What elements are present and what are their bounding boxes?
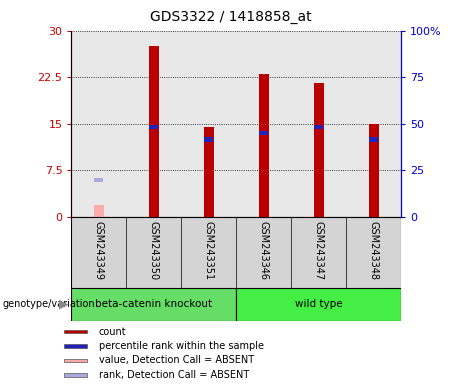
Bar	[149, 125, 158, 129]
Bar	[64, 373, 87, 377]
Bar	[71, 288, 236, 321]
Text: GSM243347: GSM243347	[313, 220, 324, 280]
Bar	[259, 131, 268, 135]
Bar	[314, 125, 323, 129]
Bar	[64, 344, 87, 348]
Bar	[204, 137, 213, 142]
Bar	[314, 83, 324, 217]
Text: GDS3322 / 1418858_at: GDS3322 / 1418858_at	[150, 10, 311, 23]
Bar	[149, 46, 159, 217]
Text: GSM243349: GSM243349	[94, 220, 104, 280]
Text: ▶: ▶	[59, 298, 68, 311]
Text: GSM243346: GSM243346	[259, 220, 269, 280]
Text: genotype/variation: genotype/variation	[2, 299, 95, 310]
Text: value, Detection Call = ABSENT: value, Detection Call = ABSENT	[99, 356, 254, 366]
Text: wild type: wild type	[295, 299, 343, 310]
Bar	[369, 137, 378, 142]
Bar	[204, 127, 214, 217]
Text: rank, Detection Call = ABSENT: rank, Detection Call = ABSENT	[99, 370, 249, 380]
Text: percentile rank within the sample: percentile rank within the sample	[99, 341, 264, 351]
Bar	[94, 205, 104, 217]
Text: GSM243351: GSM243351	[204, 220, 214, 280]
Bar	[259, 74, 269, 217]
Bar	[236, 288, 401, 321]
Bar	[64, 330, 87, 333]
Bar	[64, 359, 87, 362]
Bar	[95, 177, 103, 182]
Text: GSM243350: GSM243350	[149, 220, 159, 280]
Text: GSM243348: GSM243348	[369, 220, 378, 280]
Text: beta-catenin knockout: beta-catenin knockout	[95, 299, 213, 310]
Text: count: count	[99, 327, 126, 337]
Bar	[369, 124, 378, 217]
